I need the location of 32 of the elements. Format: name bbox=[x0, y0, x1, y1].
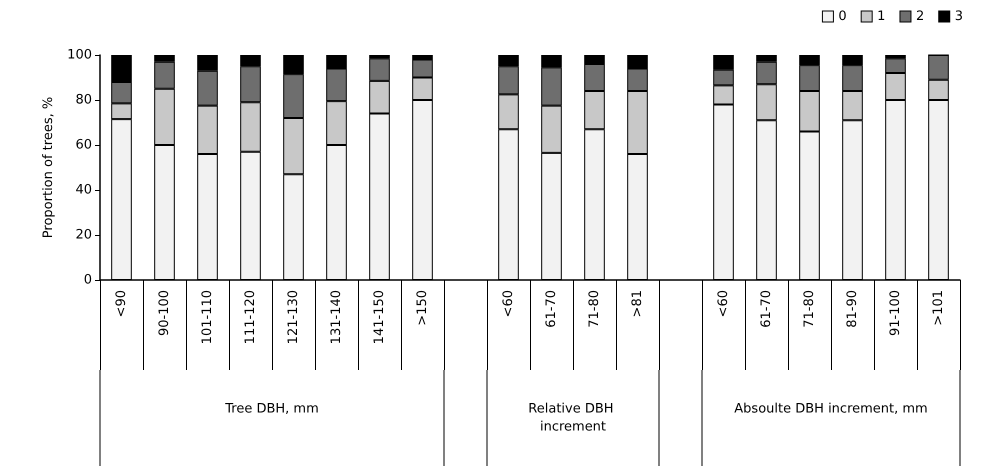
x-tick-label: 90-100 bbox=[157, 290, 172, 336]
x-tick-label: 101-110 bbox=[200, 290, 215, 344]
y-tick-label: 80 bbox=[75, 92, 92, 108]
x-tick-label: 111-120 bbox=[243, 290, 258, 344]
x-tick-label: <90 bbox=[114, 290, 129, 318]
legend-label: 1 bbox=[877, 9, 886, 24]
x-tick-label: >81 bbox=[630, 290, 645, 318]
y-tick-label: 20 bbox=[75, 228, 92, 242]
x-tick-label: >150 bbox=[415, 290, 430, 326]
x-tick-label: 121-130 bbox=[286, 290, 301, 344]
legend-label: 0 bbox=[838, 9, 847, 24]
legend-label: 3 bbox=[954, 9, 964, 24]
x-tick-label: <60 bbox=[501, 290, 516, 318]
legend-label: 2 bbox=[916, 9, 924, 24]
x-tick-label: <60 bbox=[716, 290, 731, 318]
y-tick-label: 0 bbox=[84, 272, 92, 288]
x-tick-label: 61-70 bbox=[544, 290, 559, 328]
x-tick-label: 71-80 bbox=[802, 290, 817, 328]
text: Relative DBH increment bbox=[528, 402, 618, 434]
y-tick-label: 40 bbox=[75, 182, 92, 198]
y-tick-label: 60 bbox=[75, 138, 92, 152]
x-tick-label: 81-90 bbox=[845, 290, 860, 328]
text: Tree DBH, mm bbox=[224, 402, 319, 416]
y-axis-title: Proportion of trees, % bbox=[41, 96, 56, 238]
x-tick-label: >101 bbox=[931, 290, 946, 326]
y-tick-label: 100 bbox=[67, 48, 92, 62]
x-tick-label: 71-80 bbox=[587, 290, 602, 328]
x-tick-label: 131-140 bbox=[329, 290, 344, 344]
x-tick-label: 141-150 bbox=[372, 290, 387, 344]
text: Absoulte DBH increment, mm bbox=[734, 402, 928, 416]
x-tick-label: 91-100 bbox=[888, 290, 903, 336]
x-tick-label: 61-70 bbox=[759, 290, 774, 328]
